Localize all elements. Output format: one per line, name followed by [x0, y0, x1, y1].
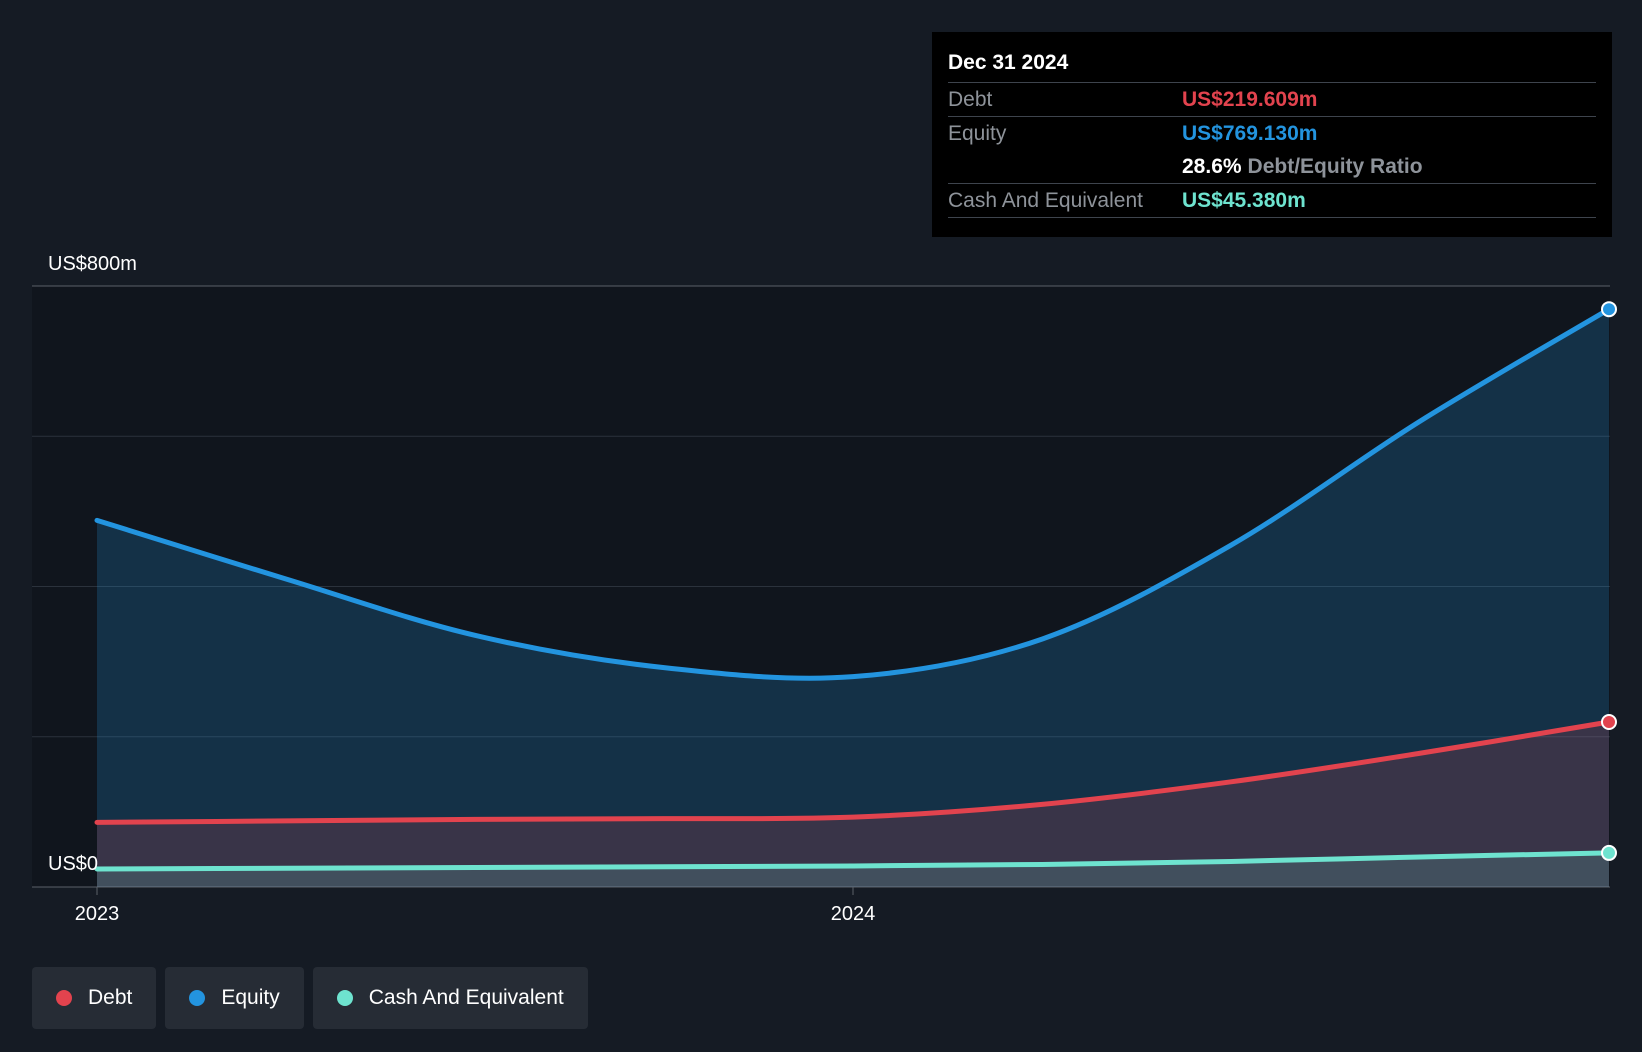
tooltip-equity-row: Equity US$769.130m — [948, 116, 1596, 150]
y-axis-label-top: US$800m — [48, 253, 137, 275]
tooltip-equity-label: Equity — [948, 121, 1007, 145]
tooltip-cash-value: US$45.380m — [1182, 188, 1306, 212]
debt-end-point[interactable] — [1601, 714, 1617, 731]
legend-debt-label: Debt — [88, 986, 133, 1009]
grid-lines — [32, 285, 1610, 888]
tooltip-ratio-label: Debt/Equity Ratio — [1247, 154, 1423, 178]
cash-and-equivalent-area — [97, 852, 1609, 887]
debt-dot-icon — [56, 990, 72, 1006]
cash-dot-icon — [336, 990, 353, 1006]
tooltip-cash-label: Cash And Equivalent — [948, 188, 1143, 212]
legend-item-cash[interactable]: Cash And Equivalent — [312, 967, 588, 1029]
legend-item-equity[interactable]: Equity — [165, 967, 304, 1029]
equity-end-point[interactable] — [1601, 301, 1617, 318]
data-tooltip: Dec 31 2024 Debt US$219.609m Equity US$7… — [932, 32, 1612, 237]
series-end-markers — [1601, 301, 1617, 861]
cash-and-equivalent-line — [94, 850, 1612, 872]
debt-area — [97, 722, 1609, 887]
chart-legend: Debt Equity Cash And Equivalent — [32, 967, 588, 1029]
y-axis-label-bottom: US$0 — [48, 853, 98, 875]
legend-cash-label: Cash And Equivalent — [368, 986, 564, 1009]
series-lines — [94, 306, 1612, 872]
cash-and-equivalent-end-point[interactable] — [1601, 844, 1617, 861]
tooltip-debt-label: Debt — [948, 87, 993, 111]
tooltip-ratio-value: 28.6% — [1182, 154, 1242, 178]
tooltip-debt-value: US$219.609m — [1182, 87, 1318, 111]
x-axis: 2023 2024 — [75, 887, 876, 925]
legend-equity-label: Equity — [221, 986, 280, 1009]
tooltip-cash-row: Cash And Equivalent US$45.380m — [948, 183, 1596, 218]
tooltip-date: Dec 31 2024 — [948, 51, 1069, 74]
tooltip-equity-value: US$769.130m — [1182, 121, 1318, 145]
debt-line — [94, 719, 1612, 825]
equity-line — [94, 306, 1612, 681]
tooltip-debt-row: Debt US$219.609m — [948, 82, 1596, 116]
x-tick-label: 2024 — [831, 903, 876, 925]
tooltip-ratio-row: 28.6% Debt/Equity Ratio — [948, 150, 1596, 183]
equity-area — [97, 309, 1609, 887]
series-areas — [97, 309, 1609, 887]
x-tick-label: 2023 — [75, 903, 120, 925]
equity-dot-icon — [189, 990, 206, 1006]
legend-item-debt[interactable]: Debt — [32, 967, 157, 1029]
